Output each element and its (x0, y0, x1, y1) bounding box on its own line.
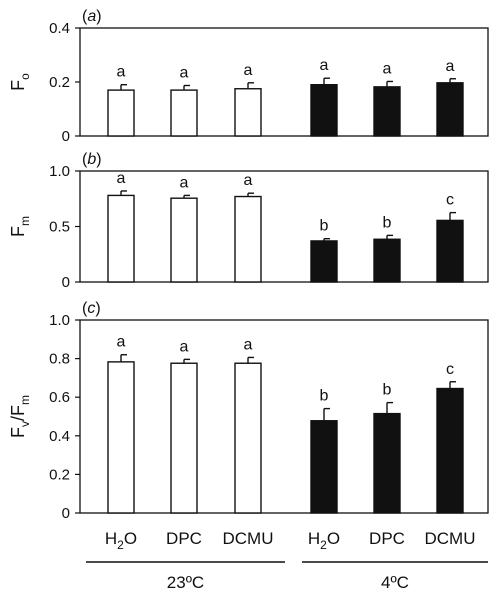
chart-panel-3: 0 0.2 0.4 0.6 0.8 1.0 (c) Fv/Fm a a a b b c (8, 300, 489, 522)
significance-letter: a (117, 170, 126, 187)
significance-letter: a (383, 60, 392, 77)
x-category-labels: H2O DPC DCMU H2O DPC DCMU (105, 529, 476, 552)
significance-letter: a (117, 334, 126, 351)
significance-letter: b (320, 218, 329, 235)
bar (234, 195, 262, 283)
y-tick-label: 0.5 (49, 219, 70, 236)
chart-panel-2: 0 0.5 1.0 (b) Fm a a a b b c (8, 151, 489, 291)
significance-letter: a (446, 58, 455, 75)
bar (373, 86, 401, 137)
y-tick-label: 1.0 (49, 163, 70, 180)
bar (436, 387, 464, 514)
y-tick-label: 0 (62, 274, 70, 291)
bar (234, 362, 262, 514)
significance-letter: c (446, 361, 454, 378)
significance-letter: b (383, 214, 392, 231)
y-tick-label: 0 (62, 505, 70, 522)
y-tick-label: 0 (62, 128, 70, 145)
bar (310, 420, 338, 514)
bar (107, 361, 135, 514)
y-tick-label: 0.6 (49, 389, 70, 406)
x-tick-label: H2O (308, 529, 340, 552)
significance-letter: a (244, 62, 253, 79)
significance-letter: a (180, 65, 189, 82)
x-tick-label: DCMU (425, 529, 476, 548)
bar (234, 88, 262, 137)
significance-letter: b (320, 388, 329, 405)
bar (107, 194, 135, 283)
bar (170, 362, 198, 514)
bar (170, 89, 198, 137)
bar (310, 240, 338, 283)
bar (373, 238, 401, 283)
bar (310, 83, 338, 137)
chart-panel-1: 0 0.2 0.4 (a) Fo a a a a a a (8, 8, 489, 145)
significance-letter: a (244, 172, 253, 189)
y-axis-label: Fv/Fm (8, 395, 32, 438)
plot-frame (79, 170, 489, 283)
group-label: 23ºC (167, 573, 204, 592)
x-tick-label: DPC (369, 529, 405, 548)
significance-letter: a (320, 57, 329, 74)
panel-label: (a) (82, 8, 102, 25)
y-axis-label: Fm (8, 216, 32, 237)
x-tick-label: H2O (105, 529, 137, 552)
bar (436, 82, 464, 137)
temperature-groups: 23ºC 4ºC (86, 561, 488, 592)
y-tick-label: 0.2 (49, 466, 70, 483)
x-tick-label: DCMU (223, 529, 274, 548)
y-tick-label: 0.2 (49, 74, 70, 91)
significance-letter: c (446, 192, 454, 209)
significance-letter: a (180, 338, 189, 355)
significance-letter: a (180, 174, 189, 191)
panel-label: (b) (82, 151, 102, 168)
bar (436, 219, 464, 283)
bar (170, 197, 198, 283)
x-tick-label: DPC (166, 529, 202, 548)
group-label: 4ºC (381, 573, 409, 592)
significance-letter: b (383, 382, 392, 399)
y-tick-label: 0.8 (49, 351, 70, 368)
significance-letter: a (244, 336, 253, 353)
plot-frame (79, 319, 489, 514)
y-tick-label: 1.0 (49, 312, 70, 329)
y-axis-label: Fo (8, 73, 32, 91)
plot-frame (79, 27, 489, 137)
significance-letter: a (117, 64, 126, 81)
bar (107, 89, 135, 137)
y-tick-label: 0.4 (49, 20, 70, 37)
y-tick-label: 0.4 (49, 428, 70, 445)
panel-label: (c) (82, 300, 101, 317)
bar (373, 412, 401, 514)
